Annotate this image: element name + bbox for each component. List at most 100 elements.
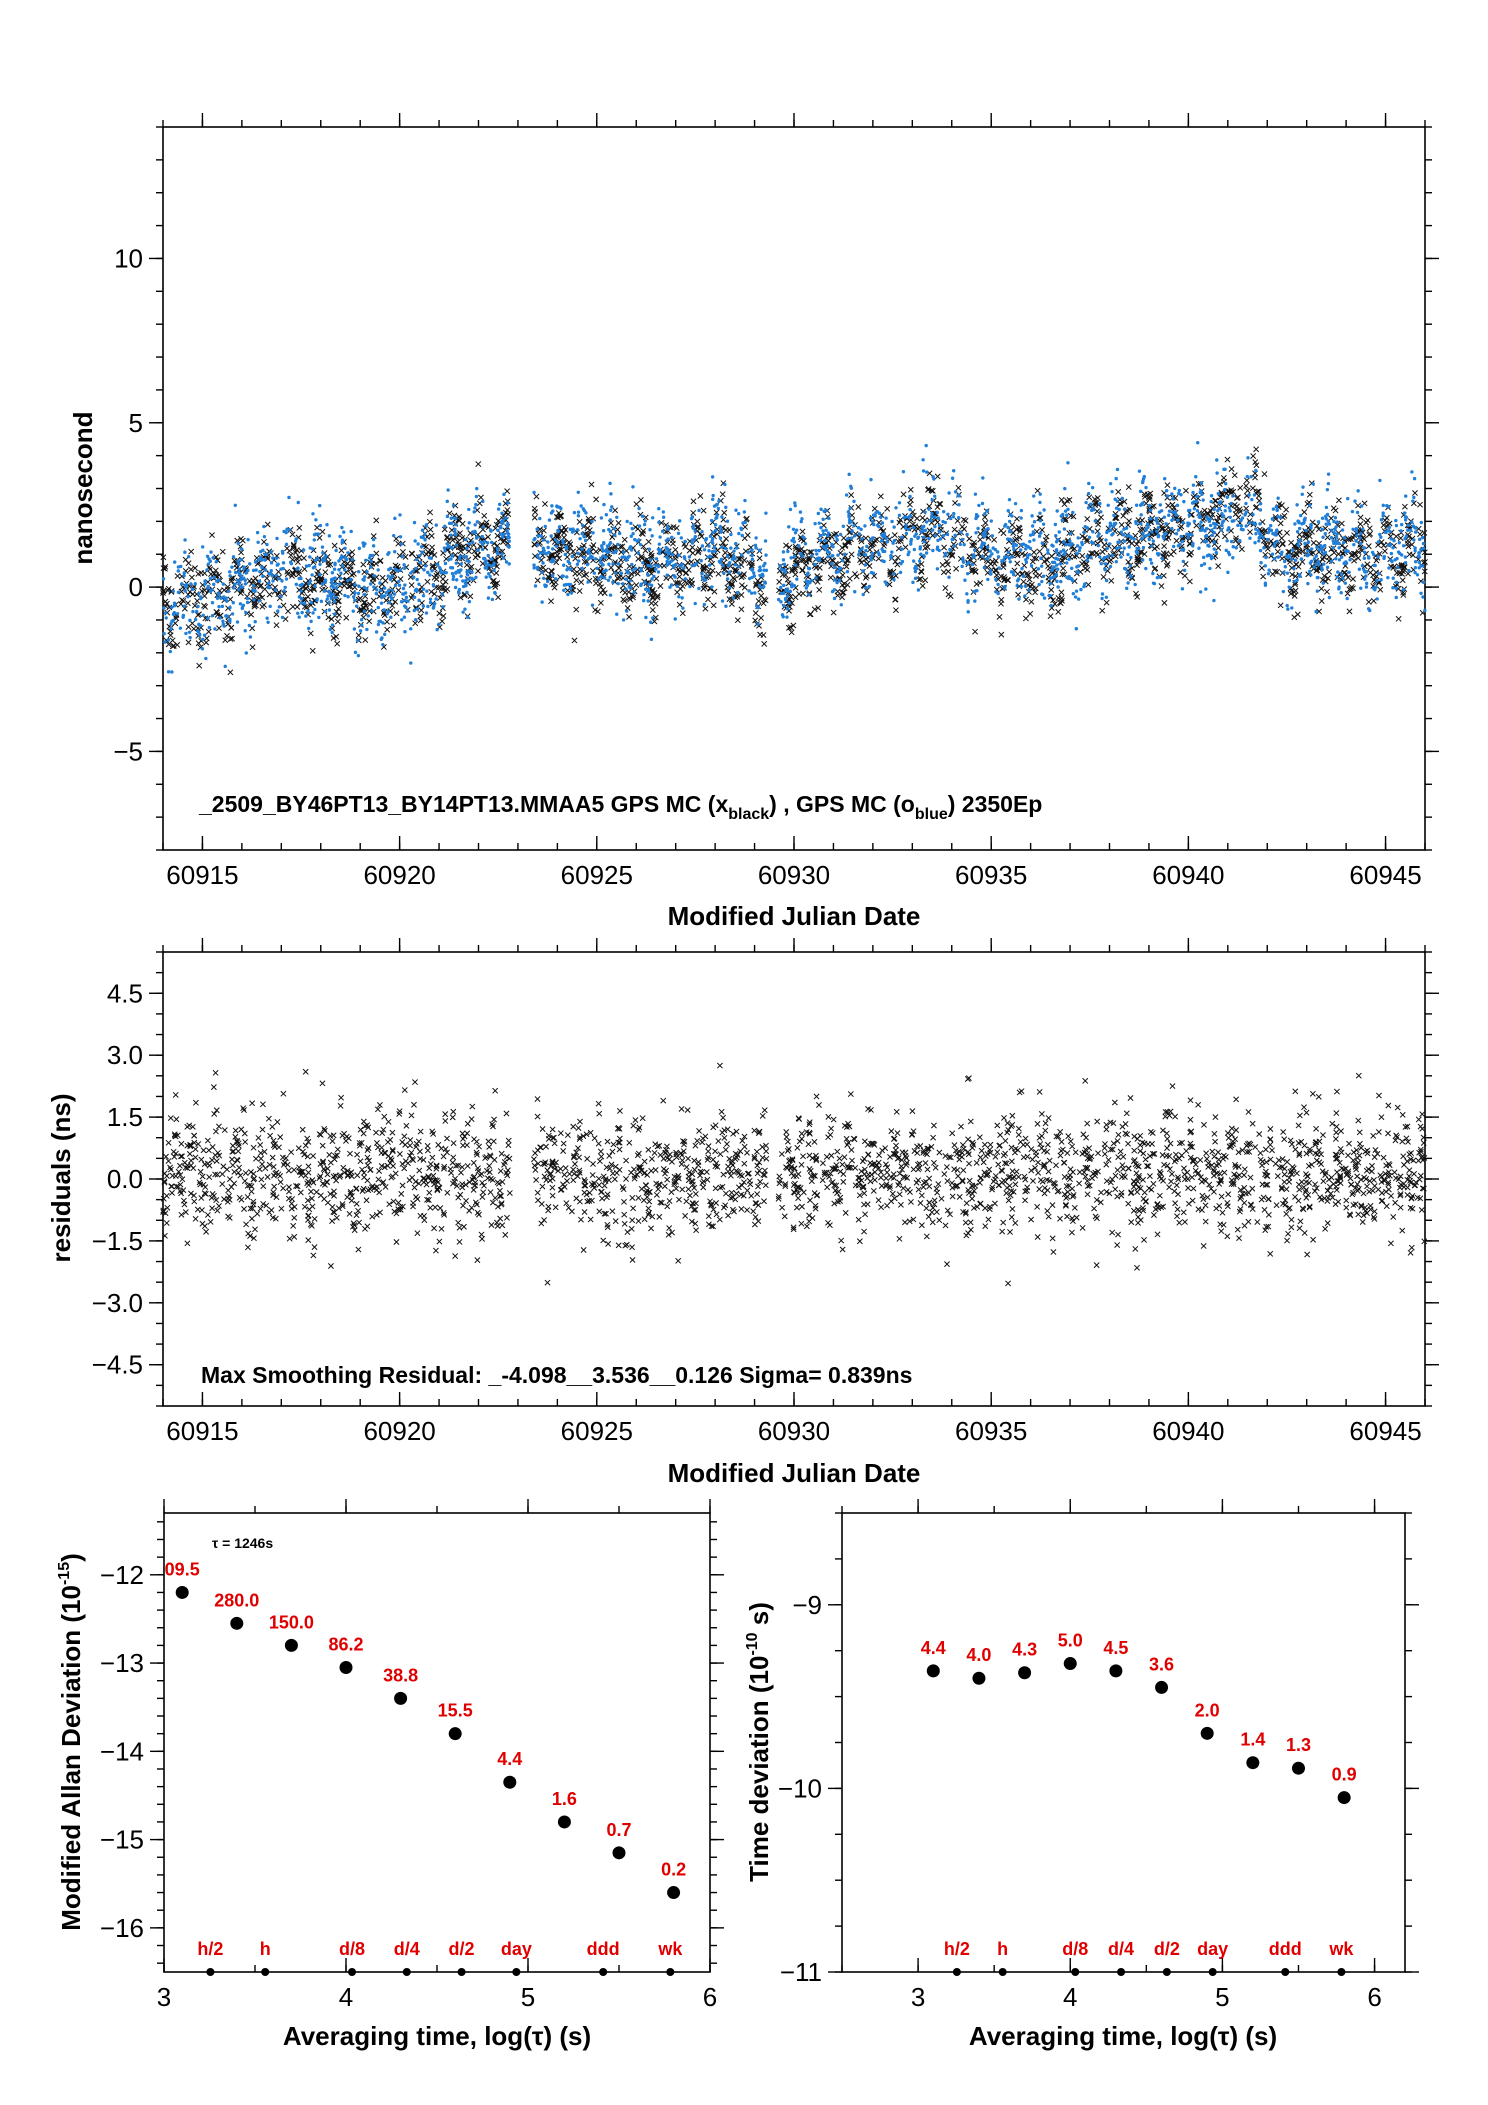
top-blue-o-point bbox=[1335, 520, 1340, 524]
top-black-x-point bbox=[249, 644, 256, 651]
top-blue-o-point bbox=[643, 519, 647, 523]
top-blue-o-point bbox=[541, 546, 545, 550]
top-blue-o-point bbox=[289, 561, 294, 566]
top-blue-o-point bbox=[1228, 509, 1232, 513]
top-blue-o-point bbox=[505, 524, 510, 528]
top-blue-o-point bbox=[357, 584, 361, 588]
top-black-x-point bbox=[929, 532, 936, 539]
top-blue-o-point bbox=[1269, 523, 1273, 528]
top-blue-o-point bbox=[1089, 555, 1093, 560]
top-blue-o-point bbox=[920, 526, 924, 530]
top-blue-o-point bbox=[496, 548, 500, 552]
top-blue-o-point bbox=[332, 567, 337, 571]
top-black-x-point bbox=[1181, 572, 1188, 579]
top-blue-o-point bbox=[1195, 509, 1200, 513]
top-blue-o-point bbox=[1262, 546, 1266, 550]
top-blue-o-point bbox=[1403, 555, 1408, 559]
top-blue-o-point bbox=[966, 598, 970, 603]
top-blue-o-point bbox=[340, 525, 344, 530]
top-blue-o-point bbox=[212, 582, 216, 587]
top-black-x-point bbox=[1043, 533, 1050, 540]
residual-x-point bbox=[686, 1192, 693, 1199]
top-blue-o-point bbox=[163, 611, 168, 615]
top-blue-o-point bbox=[228, 574, 232, 578]
top-blue-o-point bbox=[908, 507, 912, 512]
top-blue-o-point bbox=[725, 519, 730, 523]
top-blue-o-point bbox=[1116, 540, 1120, 544]
top-black-x-point bbox=[966, 553, 973, 560]
top-blue-o-point bbox=[671, 563, 676, 568]
top-blue-o-point bbox=[1020, 566, 1024, 571]
top-blue-o-point bbox=[402, 615, 407, 619]
top-blue-o-point bbox=[1104, 595, 1109, 599]
top-blue-o-point bbox=[877, 511, 882, 516]
top-blue-o-point bbox=[353, 598, 357, 602]
top-blue-o-point bbox=[1352, 542, 1356, 547]
top-blue-o-point bbox=[642, 522, 647, 527]
top-blue-o-point bbox=[461, 579, 465, 583]
top-blue-o-point bbox=[644, 615, 648, 620]
top-blue-o-point bbox=[846, 510, 851, 514]
top-blue-o-point bbox=[864, 586, 868, 590]
top-blue-o-point bbox=[392, 592, 397, 596]
top-blue-o-point bbox=[502, 556, 506, 560]
top-blue-o-point bbox=[778, 563, 782, 568]
top-black-x-point bbox=[188, 548, 195, 555]
top-blue-o-point bbox=[327, 600, 331, 605]
top-blue-o-point bbox=[381, 642, 385, 647]
top-blue-o-point bbox=[870, 551, 874, 556]
top-blue-o-point bbox=[665, 559, 669, 564]
top-black-x-point bbox=[1380, 522, 1387, 529]
top-blue-o-point bbox=[782, 583, 786, 588]
top-blue-o-point bbox=[228, 570, 232, 574]
top-blue-o-point bbox=[958, 542, 963, 547]
top-black-x-point bbox=[1022, 615, 1029, 622]
top-blue-o-point bbox=[1192, 519, 1197, 524]
top-blue-o-point bbox=[327, 608, 332, 612]
top-blue-o-point bbox=[1386, 575, 1390, 580]
top-blue-o-point bbox=[465, 570, 469, 574]
top-blue-o-point bbox=[951, 515, 956, 519]
top-black-x-point bbox=[959, 523, 966, 530]
top-black-x-point bbox=[619, 587, 626, 594]
top-blue-o-point bbox=[838, 532, 843, 537]
top-black-x-point bbox=[892, 607, 899, 614]
top-blue-o-point bbox=[607, 562, 611, 566]
top-blue-o-point bbox=[418, 560, 423, 565]
top-black-x-point bbox=[701, 581, 708, 588]
top-blue-o-point bbox=[646, 563, 650, 568]
top-blue-o-point bbox=[1258, 522, 1262, 526]
top-blue-o-point bbox=[1309, 522, 1313, 527]
top-blue-o-point bbox=[898, 570, 903, 575]
top-blue-o-point bbox=[700, 544, 705, 548]
top-black-x-point bbox=[205, 628, 212, 635]
top-blue-o-point bbox=[457, 591, 461, 595]
top-blue-o-point bbox=[1342, 536, 1347, 540]
top-blue-o-point bbox=[1174, 513, 1178, 517]
top-blue-o-point bbox=[753, 591, 757, 595]
top-blue-o-point bbox=[423, 538, 427, 542]
top-blue-o-point bbox=[1227, 526, 1231, 530]
top-blue-o-point bbox=[1065, 513, 1069, 517]
top-black-x-point bbox=[977, 536, 984, 543]
top-blue-o-point bbox=[1071, 510, 1075, 515]
top-blue-o-point bbox=[1148, 508, 1153, 512]
top-blue-o-point bbox=[1120, 550, 1125, 555]
top-blue-o-point bbox=[1364, 581, 1369, 586]
top-blue-o-point bbox=[1204, 587, 1208, 591]
top-blue-o-point bbox=[1188, 508, 1192, 513]
top-black-x-point bbox=[309, 647, 316, 654]
top-blue-o-point bbox=[269, 568, 273, 573]
top-blue-o-point bbox=[387, 551, 391, 555]
top-black-x-point bbox=[919, 582, 926, 589]
top-blue-o-point bbox=[473, 506, 477, 510]
top-blue-o-point bbox=[443, 561, 448, 566]
top-blue-o-point bbox=[1137, 469, 1142, 473]
top-black-x-point bbox=[594, 608, 601, 615]
top-black-x-point bbox=[894, 561, 901, 568]
top-blue-o-point bbox=[758, 573, 763, 578]
top-blue-o-point bbox=[1108, 481, 1113, 486]
top-blue-o-point bbox=[666, 556, 670, 561]
top-blue-o-point bbox=[389, 595, 393, 599]
top-blue-o-point bbox=[911, 559, 916, 563]
